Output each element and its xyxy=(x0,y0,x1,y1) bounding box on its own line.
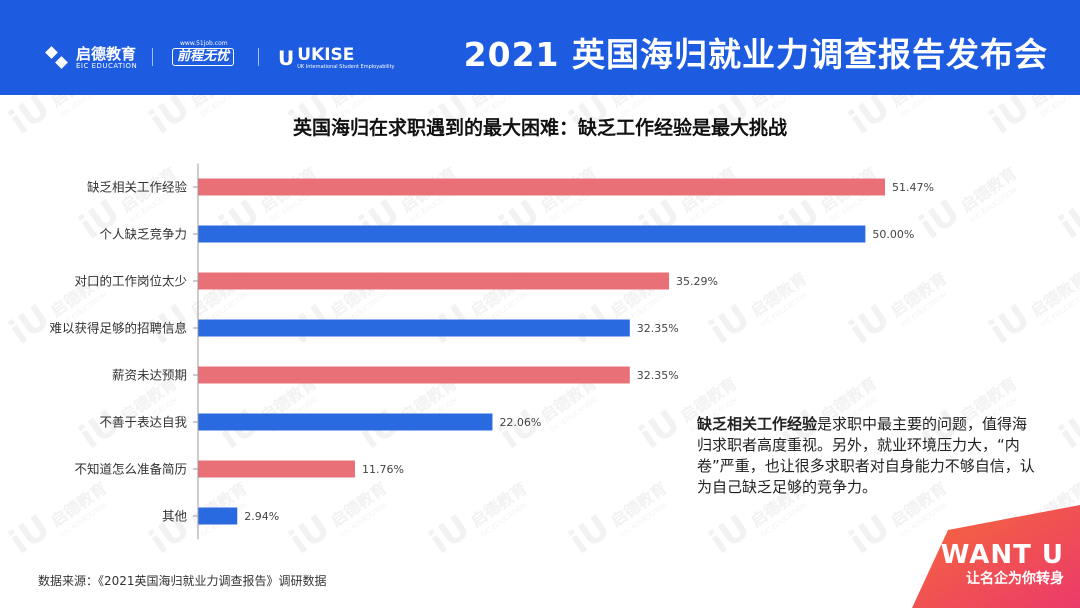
eic-logo-icon xyxy=(45,46,68,69)
bar xyxy=(198,225,866,243)
logo-divider xyxy=(258,48,259,66)
commentary-highlight: 缺乏相关工作经验 xyxy=(697,415,818,433)
value-label: 51.47% xyxy=(892,181,934,194)
bar xyxy=(198,272,670,290)
logo-divider xyxy=(152,48,153,66)
bar xyxy=(198,507,238,525)
value-label: 35.29% xyxy=(676,275,718,288)
badge-slogan: I WANT U xyxy=(919,540,1064,570)
category-label: 难以获得足够的招聘信息 xyxy=(49,321,187,336)
category-label: 不善于表达自我 xyxy=(99,415,187,430)
category-label: 薪资未达预期 xyxy=(112,368,187,383)
ukise-logo-sub: UK International Student Employability xyxy=(297,63,395,70)
qiancheng-logo-name: 前程无忧 xyxy=(172,48,235,66)
corner-badge: I WANT U 让名企为你转身 xyxy=(920,540,1064,588)
bar xyxy=(198,319,630,337)
category-label: 不知道怎么准备简历 xyxy=(74,462,187,477)
bar xyxy=(198,413,493,431)
bar xyxy=(198,366,630,384)
category-label: 个人缺乏竞争力 xyxy=(99,227,187,242)
commentary-text: 缺乏相关工作经验是求职中最主要的问题，值得海归求职者高度重视。另外，就业环境压力… xyxy=(697,414,1042,498)
ukise-logo: ᑌ UKISE UK International Student Employa… xyxy=(278,40,395,76)
category-label: 其他 xyxy=(162,509,188,524)
eic-logo: 启德教育 EIC EDUCATION xyxy=(44,40,137,76)
category-label: 缺乏相关工作经验 xyxy=(87,180,188,195)
ukise-logo-icon: ᑌ xyxy=(278,46,295,70)
bar xyxy=(198,178,885,196)
value-label: 50.00% xyxy=(872,228,914,241)
value-label: 2.94% xyxy=(244,510,279,523)
value-label: 32.35% xyxy=(637,322,679,335)
category-label: 对口的工作岗位太少 xyxy=(74,274,187,289)
badge-subslogan: 让名企为你转身 xyxy=(966,571,1064,587)
value-label: 32.35% xyxy=(637,369,679,382)
data-source: 数据来源：《2021英国海归就业力调查报告》调研数据 xyxy=(38,574,327,588)
slide-title: 英国海归在求职遇到的最大困难：缺乏工作经验是最大挑战 xyxy=(292,117,787,139)
eic-logo-en: EIC EDUCATION xyxy=(76,61,138,70)
ukise-logo-name: UKISE xyxy=(297,44,355,65)
header-title: 2021 英国海归就业力调查报告发布会 xyxy=(463,35,1048,74)
commentary-body: 是求职中最主要的问题，值得海归求职者高度重视。另外，就业环境压力大，“内卷”严重… xyxy=(697,415,1035,496)
qiancheng-logo: www.51job.com 前程无忧 xyxy=(172,40,235,76)
eic-logo-cn: 启德教育 xyxy=(76,44,137,63)
value-label: 22.06% xyxy=(499,416,541,429)
qiancheng-logo-url: www.51job.com xyxy=(180,40,228,47)
header-banner: 启德教育 EIC EDUCATION www.51job.com 前程无忧 ᑌ … xyxy=(0,0,1080,95)
value-label: 11.76% xyxy=(362,463,404,476)
bar xyxy=(198,460,355,478)
